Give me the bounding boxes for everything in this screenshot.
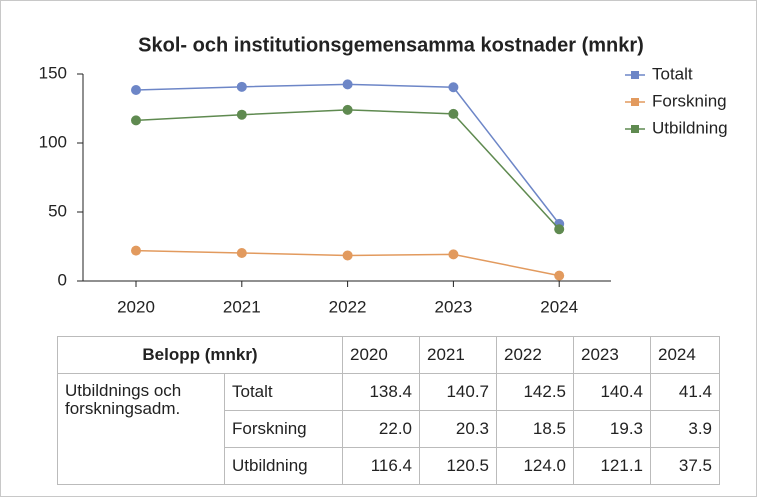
row-label: Totalt — [224, 373, 343, 411]
marker — [236, 247, 247, 258]
chart: Skol- och institutionsgemensamma kostnad… — [39, 34, 728, 316]
row-label: Forskning — [224, 410, 343, 448]
y-tick-label: 50 — [48, 201, 67, 220]
cell: 41.4 — [650, 373, 720, 411]
cell: 18.5 — [496, 410, 574, 448]
cell: 20.3 — [419, 410, 497, 448]
row-label: Utbildning — [224, 447, 343, 485]
marker — [342, 104, 353, 115]
y-tick-label: 100 — [39, 132, 67, 151]
table-header: Belopp (mnkr) — [57, 336, 343, 374]
marker — [342, 250, 353, 261]
legend-label: Totalt — [652, 64, 693, 83]
y-tick-label: 0 — [58, 270, 67, 289]
y-tick-label: 150 — [39, 63, 67, 82]
marker — [448, 249, 459, 260]
group-label: Utbildnings och forskningsadm. — [57, 373, 225, 485]
cell: 138.4 — [342, 373, 420, 411]
x-tick-label: 2021 — [223, 297, 261, 316]
year-header: 2020 — [342, 336, 420, 374]
legend-label: Forskning — [652, 91, 727, 110]
cell: 142.5 — [496, 373, 574, 411]
chart-title: Skol- och institutionsgemensamma kostnad… — [138, 34, 644, 56]
cell: 124.0 — [496, 447, 574, 485]
marker — [448, 82, 459, 93]
x-tick-label: 2023 — [434, 297, 472, 316]
year-header: 2021 — [419, 336, 497, 374]
cell: 22.0 — [342, 410, 420, 448]
series-line — [135, 109, 560, 230]
year-header: 2022 — [496, 336, 574, 374]
marker — [448, 108, 459, 119]
marker — [554, 224, 565, 235]
legend-label: Utbildning — [652, 118, 728, 137]
marker — [131, 245, 141, 256]
cell: 140.7 — [419, 373, 497, 411]
marker — [342, 79, 353, 90]
cell: 116.4 — [342, 447, 420, 485]
cell: 140.4 — [573, 373, 651, 411]
x-tick-label: 2020 — [117, 297, 155, 316]
legend-marker — [631, 125, 639, 133]
marker — [131, 115, 141, 126]
cell: 19.3 — [573, 410, 651, 448]
legend-marker — [631, 98, 639, 106]
legend-marker — [631, 71, 639, 79]
cell: 120.5 — [419, 447, 497, 485]
data-table: Belopp (mnkr) 2020 2021 2022 2023 2024 Utbild… — [57, 336, 720, 485]
marker — [236, 109, 247, 120]
cell: 37.5 — [650, 447, 720, 485]
marker — [554, 270, 565, 281]
marker — [236, 81, 247, 92]
x-tick-label: 2022 — [329, 297, 367, 316]
x-tick-label: 2024 — [540, 297, 578, 316]
cell: 3.9 — [650, 410, 720, 448]
year-header: 2024 — [650, 336, 720, 374]
year-header: 2023 — [573, 336, 651, 374]
cell: 121.1 — [573, 447, 651, 485]
marker — [131, 85, 141, 96]
